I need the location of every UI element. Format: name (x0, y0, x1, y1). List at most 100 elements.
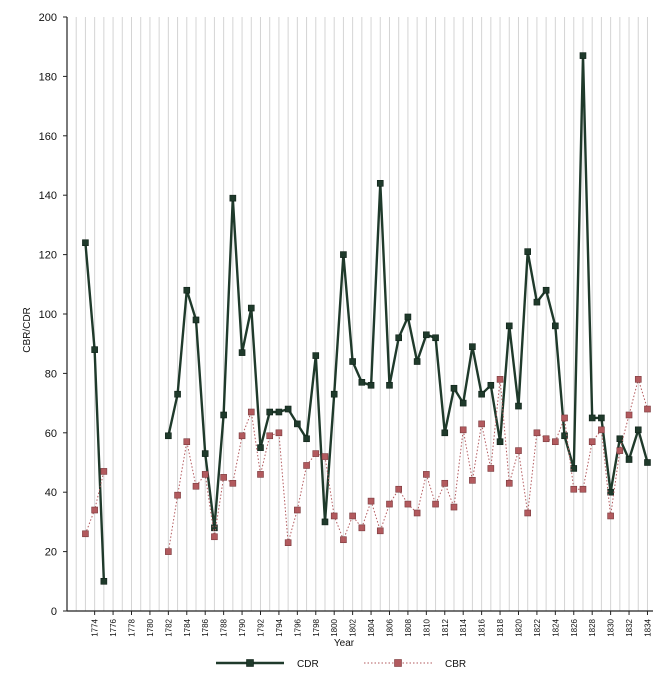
data-point-cdr (469, 343, 476, 350)
y-tick-labels: 0 20 40 60 80 100 120 140 160 180 200 (39, 12, 67, 618)
data-point-cbr (413, 509, 421, 517)
x-tick-label: 1822 (533, 618, 542, 636)
data-point-cbr (238, 432, 246, 440)
data-point-cdr (533, 298, 541, 306)
data-point-cdr (100, 577, 108, 585)
x-tick-label: 1804 (367, 618, 376, 636)
data-point-cbr (211, 533, 218, 541)
data-point-cdr (625, 456, 633, 463)
data-point-cbr (634, 376, 642, 383)
data-point-cdr (257, 444, 264, 451)
data-point-cdr (598, 414, 605, 422)
legend-item-cdr: CDR (216, 659, 319, 670)
data-point-cbr (496, 376, 504, 383)
data-point-cbr (515, 447, 522, 454)
x-tick-label: 1808 (404, 618, 413, 636)
axes (66, 17, 653, 612)
data-point-cbr (616, 447, 624, 454)
data-point-cbr (82, 530, 89, 538)
data-point-cdr (404, 313, 412, 321)
series-cbr (82, 376, 651, 555)
data-point-cbr (349, 512, 356, 520)
x-tick-label: 1784 (183, 618, 192, 636)
data-point-cbr (588, 438, 596, 446)
data-point-cbr (561, 414, 568, 422)
data-point-cbr (478, 420, 485, 428)
data-point-cdr (358, 379, 366, 386)
y-tick-label: 120 (39, 250, 57, 262)
data-point-cbr (165, 548, 172, 555)
data-point-cbr (321, 453, 329, 460)
series (82, 52, 651, 585)
data-point-cdr (570, 465, 578, 472)
data-point-cbr (192, 482, 200, 490)
data-point-cbr (570, 485, 578, 493)
data-point-cdr (487, 381, 495, 389)
x-tick-label: 1788 (220, 618, 229, 636)
data-point-cdr (266, 408, 274, 416)
legend: CDR CBR (216, 659, 466, 670)
data-point-cbr (376, 527, 384, 535)
data-point-cdr (459, 399, 467, 407)
y-tick-label: 140 (39, 190, 57, 202)
x-tick-label: 1802 (349, 618, 358, 636)
x-tick-label: 1820 (514, 618, 523, 636)
data-point-cdr (579, 52, 587, 59)
data-point-cbr (340, 536, 347, 544)
data-point-cbr (229, 479, 237, 487)
x-tick-label: 1826 (570, 618, 579, 636)
data-point-cbr (450, 503, 458, 511)
series-line-cbr (167, 378, 648, 552)
data-point-cbr (358, 524, 366, 532)
y-tick-label: 0 (51, 606, 57, 618)
data-point-cdr (542, 286, 550, 294)
x-tick-label: 1786 (201, 618, 210, 636)
data-point-cdr (496, 438, 504, 446)
data-point-cbr (100, 468, 108, 475)
data-point-cbr (257, 471, 264, 478)
x-tick-label: 1800 (330, 618, 339, 636)
data-point-cbr (423, 471, 430, 478)
x-tick-label: 1824 (551, 618, 560, 636)
data-point-cbr (524, 509, 531, 517)
data-point-cdr (441, 429, 449, 437)
data-point-cdr (211, 524, 218, 532)
data-point-cbr (174, 491, 181, 499)
data-point-cdr (220, 411, 227, 419)
data-point-cbr (275, 429, 283, 437)
data-point-cbr (247, 408, 255, 416)
data-point-cdr (376, 180, 384, 187)
x-tick-label: 1834 (643, 618, 652, 636)
data-point-cdr (478, 390, 485, 398)
y-tick-label: 80 (45, 368, 57, 380)
data-point-cbr (607, 512, 614, 520)
y-tick-label: 40 (45, 487, 57, 499)
x-tick-label: 1794 (275, 618, 284, 636)
data-point-cdr (91, 346, 98, 353)
data-point-cbr (294, 506, 301, 514)
legend-label-cdr: CDR (297, 659, 319, 670)
data-point-cdr (201, 450, 209, 457)
data-point-cbr (625, 411, 633, 419)
data-point-cdr (515, 402, 522, 410)
x-tick-label: 1812 (441, 618, 450, 636)
data-point-cdr (616, 435, 624, 443)
x-tick-label: 1798 (312, 618, 321, 636)
data-point-cdr (423, 331, 430, 339)
data-point-cbr (459, 426, 467, 434)
x-tick-label: 1774 (91, 618, 100, 636)
x-axis-title: Year (334, 638, 355, 649)
legend-marker-cbr (394, 659, 402, 667)
data-point-cbr (533, 429, 541, 437)
data-point-cdr (524, 248, 531, 255)
data-point-cdr (165, 432, 172, 440)
data-point-cbr (579, 485, 587, 493)
x-tick-label: 1816 (478, 618, 487, 636)
y-tick-label: 200 (39, 12, 57, 24)
x-tick-label: 1818 (496, 618, 505, 636)
data-point-cbr (487, 465, 495, 472)
data-point-cbr (183, 438, 191, 446)
data-point-cdr (644, 459, 651, 466)
data-point-cdr (284, 405, 292, 413)
